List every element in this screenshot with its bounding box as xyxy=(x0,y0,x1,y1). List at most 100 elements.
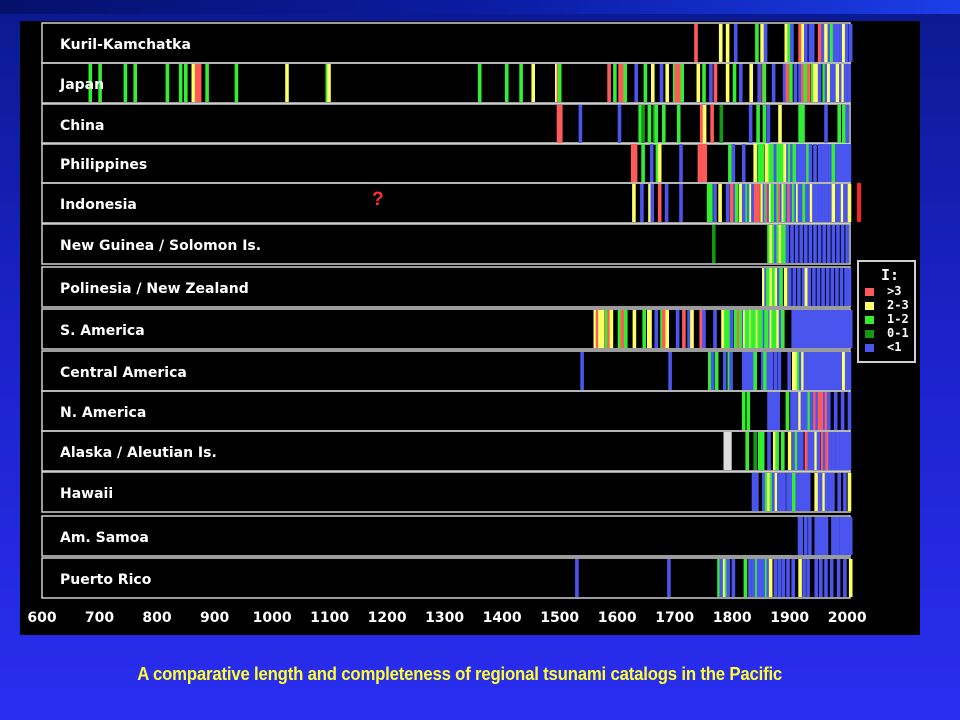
event-bar xyxy=(790,225,794,263)
event-bar xyxy=(771,64,776,102)
region-label: Kuril-Kamchatka xyxy=(60,37,191,53)
event-bar xyxy=(824,392,829,430)
event-bar xyxy=(781,310,785,348)
event-bar xyxy=(817,184,822,222)
legend-swatch xyxy=(865,302,874,310)
event-bar xyxy=(825,268,830,306)
event-bar xyxy=(827,24,832,62)
event-bar xyxy=(843,64,848,102)
event-bar xyxy=(710,105,714,143)
event-bar xyxy=(782,473,786,511)
event-bar xyxy=(801,473,805,511)
event-bar xyxy=(763,352,767,390)
event-bar xyxy=(787,144,792,182)
event-bar xyxy=(842,517,846,555)
event-bar xyxy=(813,392,817,430)
event-bar xyxy=(694,24,698,62)
event-bar xyxy=(760,184,764,222)
event-bar xyxy=(777,268,781,306)
event-bar xyxy=(749,64,753,102)
event-bar xyxy=(575,559,579,597)
row-frame xyxy=(41,223,851,265)
event-bar xyxy=(771,473,776,511)
event-bar xyxy=(844,268,848,306)
event-bar xyxy=(713,310,717,348)
event-bar xyxy=(632,184,636,222)
figure-caption: A comparative length and completeness of… xyxy=(0,664,920,685)
event-bar xyxy=(845,225,849,263)
event-bar xyxy=(768,144,772,182)
event-bar xyxy=(807,432,812,470)
event-bar xyxy=(796,352,801,390)
event-bar xyxy=(721,310,725,348)
event-bar xyxy=(767,432,771,470)
event-bar xyxy=(687,310,691,348)
event-bar xyxy=(776,310,780,348)
event-bar xyxy=(812,352,816,390)
intensity-legend: I: >3 2-3 1-2 0-1 <1 xyxy=(857,260,916,363)
event-bar xyxy=(847,184,852,222)
event-bar xyxy=(828,432,832,470)
event-bar xyxy=(699,105,704,143)
event-bar xyxy=(817,64,822,102)
event-bar xyxy=(794,352,798,390)
event-bar xyxy=(841,64,845,102)
region-label: S. America xyxy=(60,323,145,339)
event-bar xyxy=(798,392,802,430)
event-bar xyxy=(774,268,779,306)
event-bar xyxy=(816,310,821,348)
event-bar xyxy=(848,517,853,555)
event-bar xyxy=(807,392,812,430)
event-bar xyxy=(812,184,816,222)
event-bar xyxy=(557,64,562,102)
event-bar xyxy=(805,310,809,348)
legend-label: <1 xyxy=(887,340,902,354)
event-bar xyxy=(725,184,730,222)
event-bar xyxy=(654,310,659,348)
x-tick-label: 700 xyxy=(85,610,114,626)
event-bar xyxy=(729,184,734,222)
event-bar xyxy=(668,352,672,390)
event-bar xyxy=(784,24,789,62)
event-bar xyxy=(845,144,849,182)
event-bar xyxy=(741,392,746,430)
event-bar xyxy=(816,432,821,470)
event-bar xyxy=(806,144,810,182)
event-bar xyxy=(814,352,818,390)
event-bar xyxy=(783,268,788,306)
x-tick-label: 800 xyxy=(142,610,171,626)
event-bar xyxy=(792,144,797,182)
region-label: Philippines xyxy=(60,157,147,173)
event-bar xyxy=(757,64,761,102)
event-bar xyxy=(799,517,803,555)
event-bar xyxy=(667,559,671,597)
event-bar xyxy=(827,225,831,263)
event-bar xyxy=(743,559,748,597)
event-bar xyxy=(801,24,805,62)
event-bar xyxy=(744,310,749,348)
event-bar xyxy=(832,310,837,348)
event-bar xyxy=(812,268,816,306)
event-bar xyxy=(771,268,776,306)
legend-item-0to1: 0-1 xyxy=(865,326,913,340)
legend-label: >3 xyxy=(887,284,902,298)
tsunami-catalog-chart: Kuril-Kamchatka Japan China Philippines Indo… xyxy=(27,22,867,626)
event-bar xyxy=(810,432,815,470)
event-bar xyxy=(802,310,807,348)
event-bar xyxy=(634,64,638,102)
event-bar xyxy=(828,310,832,348)
event-bar xyxy=(837,473,841,511)
event-bar xyxy=(790,392,794,430)
event-bar xyxy=(802,392,807,430)
event-bar xyxy=(840,392,845,430)
event-bar xyxy=(847,144,852,182)
event-bar xyxy=(798,310,802,348)
event-bar xyxy=(832,352,837,390)
event-bar xyxy=(802,184,806,222)
event-bar xyxy=(810,24,815,62)
event-bar xyxy=(817,517,822,555)
event-bar xyxy=(844,310,848,348)
event-bar xyxy=(623,64,627,102)
event-bar xyxy=(477,64,482,102)
event-bar xyxy=(123,64,128,102)
